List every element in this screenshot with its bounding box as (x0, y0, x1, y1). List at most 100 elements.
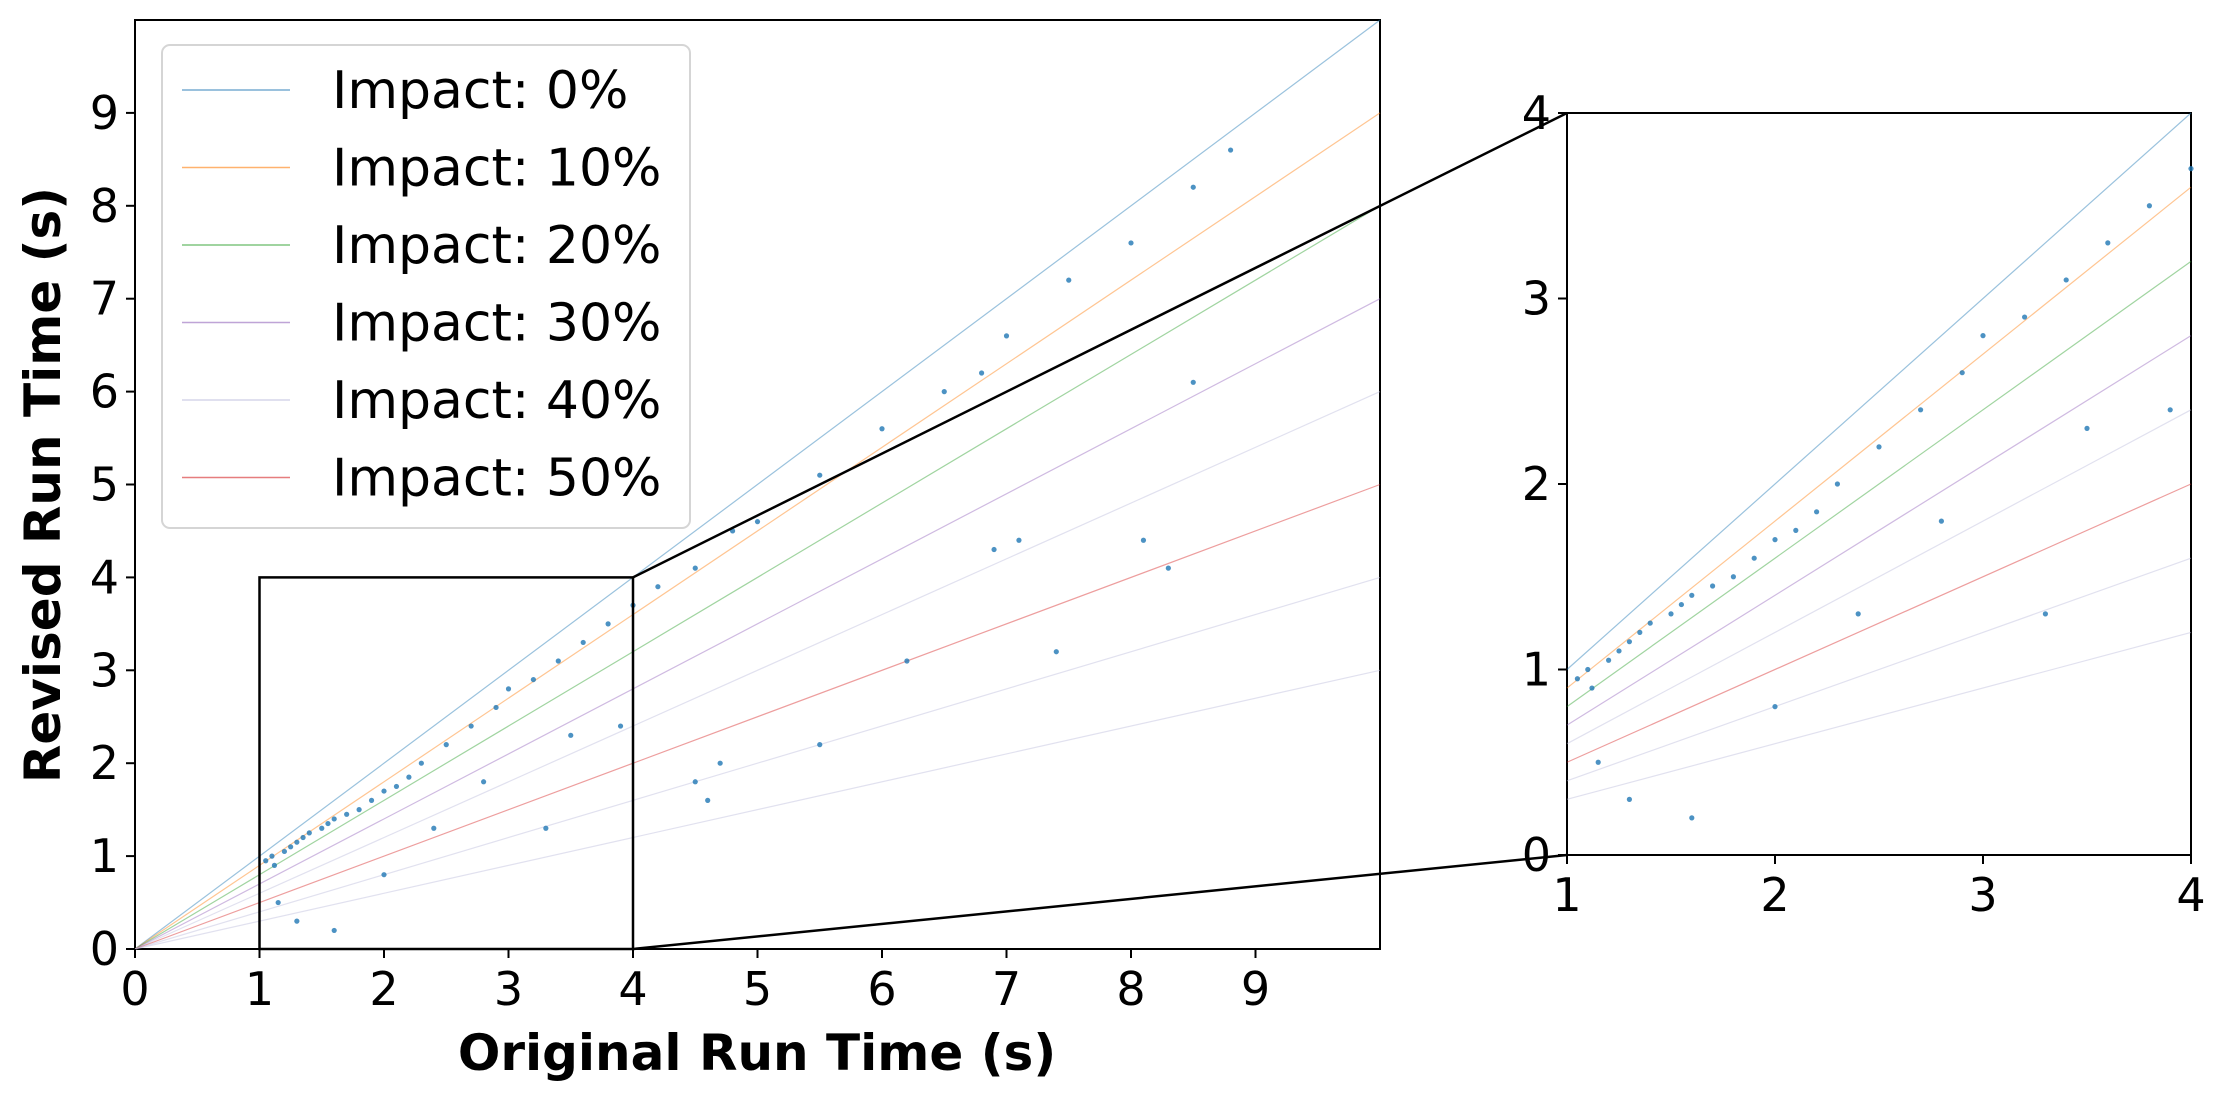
main-point (1190, 184, 1196, 190)
zoom-connector-top (632, 111, 1568, 579)
inset-point (1589, 685, 1595, 691)
main-point (555, 658, 561, 664)
inset-point (1730, 574, 1736, 580)
main-y-tick-label: 3 (90, 643, 119, 697)
main-point (1228, 147, 1234, 153)
main-point (817, 472, 823, 478)
main-y-tick-label: 5 (90, 458, 119, 512)
inset-point (1959, 370, 1965, 376)
inset-y-tick-label: 2 (1522, 457, 1551, 511)
main-x-tick-label: 9 (1241, 962, 1270, 1016)
main-point (344, 811, 350, 817)
main-point (991, 546, 997, 553)
main-point (1190, 379, 1196, 385)
main-point (1003, 333, 1010, 339)
inset-point (1647, 620, 1653, 626)
inset-impact-line-7 (1566, 631, 2192, 800)
inset-y-tick-label: 0 (1522, 828, 1551, 882)
inset-point (2167, 407, 2173, 413)
inset-y-ticks: 0 1 2 3 4 (1522, 86, 1567, 882)
inset-point (1574, 676, 1580, 682)
inset-point (1938, 518, 1944, 524)
zoom-region-box (258, 576, 635, 951)
main-point (505, 686, 512, 692)
inset-point (2063, 277, 2069, 283)
inset-x-tick-label: 2 (1760, 868, 1789, 922)
inset-point (2105, 240, 2111, 246)
inset-point (2084, 425, 2090, 431)
inset-impact-line-1 (1566, 186, 2192, 689)
legend-label-2: Impact: 20% (332, 216, 661, 276)
main-point (543, 825, 549, 831)
main-impact-line-7 (134, 669, 1381, 950)
inset-x-tick-label: 3 (1968, 868, 1997, 922)
main-point (605, 621, 611, 627)
inset-point (1606, 657, 1612, 663)
main-point (717, 760, 723, 766)
main-point (1053, 649, 1059, 655)
inset-y-tick-label: 4 (1522, 86, 1551, 140)
inset-x-tick-label: 4 (2176, 868, 2205, 922)
main-point (418, 760, 424, 766)
legend-label-3: Impact: 30% (332, 294, 661, 354)
main-point (406, 774, 412, 780)
main-y-tick-label: 8 (90, 179, 119, 233)
main-point (319, 825, 325, 831)
inset-x-tick-label: 1 (1552, 868, 1581, 922)
zoom-connectors (632, 111, 1568, 951)
inset-impact-line-4 (1566, 409, 2192, 745)
inset-plot: 1 2 3 4 01 2 3 4 (1522, 86, 2206, 922)
inset-point (1834, 481, 1840, 487)
inset-point (1814, 509, 1820, 515)
inset-impact-line-5 (1566, 483, 2192, 763)
inset-x-ticks: 1 2 3 4 (1552, 855, 2206, 922)
inset-point (1689, 592, 1695, 598)
legend-label-0: Impact: 0% (332, 61, 628, 121)
main-point (431, 825, 437, 831)
main-point (493, 704, 499, 711)
main-x-tick-label: 7 (992, 962, 1021, 1016)
inset-point (1637, 629, 1643, 636)
inset-point (1626, 796, 1632, 802)
main-point (692, 779, 698, 785)
main-point (281, 848, 287, 855)
main-x-tick-label: 6 (867, 962, 896, 1016)
main-point (275, 899, 281, 906)
y-axis-label: Revised Run Time (s) (14, 187, 72, 783)
inset-point (1626, 639, 1632, 645)
main-point (1066, 277, 1072, 283)
inset-point (1689, 815, 1695, 821)
inset-point (1772, 537, 1778, 543)
main-point (269, 853, 275, 859)
main-x-tick-label: 3 (494, 962, 523, 1016)
main-x-tick-label: 0 (120, 962, 149, 1016)
main-scatter-points (263, 147, 1234, 934)
main-y-tick-label: 0 (90, 922, 119, 976)
main-point (271, 862, 278, 868)
main-point (294, 918, 300, 924)
legend-label-1: Impact: 10% (332, 139, 661, 199)
main-point (288, 844, 294, 850)
main-y-tick-label: 9 (90, 86, 119, 140)
main-y-tick-label: 4 (90, 550, 119, 604)
inset-point (1876, 444, 1882, 450)
main-point (568, 732, 574, 738)
main-point (368, 797, 375, 803)
main-point (705, 797, 711, 803)
inset-point (1678, 601, 1684, 608)
main-y-ticks: 0 1 2 3 4 5 6 7 8 9 (90, 86, 135, 976)
main-x-tick-label: 2 (369, 962, 398, 1016)
main-reference-lines (134, 19, 1381, 950)
main-point (530, 676, 537, 683)
inset-impact-line-0 (1566, 112, 2192, 670)
main-point (879, 426, 885, 432)
main-impact-line-4 (134, 391, 1381, 950)
main-point (1165, 565, 1171, 571)
inset-point (1855, 611, 1861, 617)
main-point (294, 839, 300, 845)
inset-y-tick-label: 3 (1522, 272, 1551, 326)
main-impact-line-6 (134, 576, 1381, 950)
main-point (356, 807, 362, 813)
inset-impact-line-6 (1566, 557, 2192, 782)
